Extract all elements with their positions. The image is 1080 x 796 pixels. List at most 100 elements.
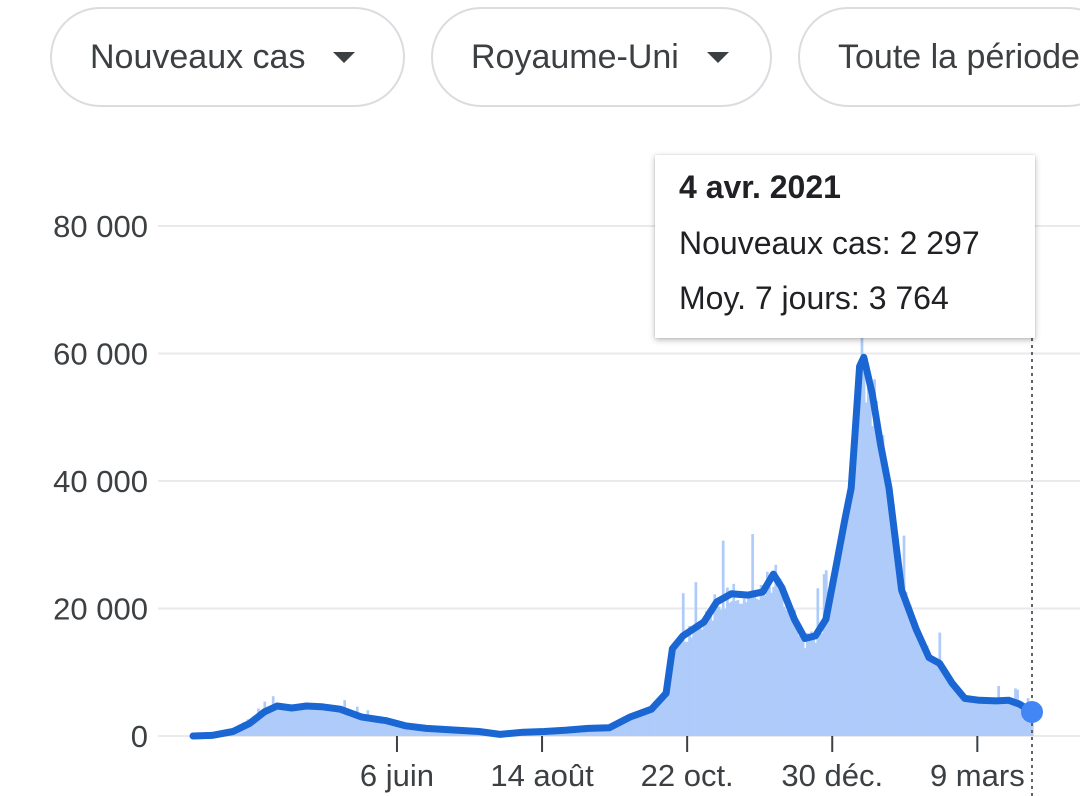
region-filter-chip[interactable]: Royaume-Uni	[431, 7, 772, 107]
daily-bar	[1005, 703, 1009, 736]
daily-bar	[969, 701, 973, 736]
daily-bar	[925, 645, 929, 736]
daily-bar	[990, 698, 994, 736]
period-filter-chip[interactable]: Toute la période	[798, 7, 1080, 107]
daily-bar	[1003, 702, 1007, 736]
daily-bar	[337, 708, 340, 736]
daily-bar	[936, 665, 940, 736]
x-tick-label: 22 oct.	[641, 758, 734, 793]
daily-bar	[391, 722, 395, 736]
daily-bar	[957, 693, 961, 736]
daily-bar	[896, 570, 900, 736]
daily-bar	[393, 723, 397, 736]
daily-cases-bars	[194, 332, 1034, 736]
daily-bar	[871, 425, 874, 736]
daily-bar	[328, 707, 332, 736]
daily-bar	[618, 722, 622, 736]
daily-bar	[423, 728, 426, 736]
daily-bar	[641, 711, 645, 736]
y-tick-label: 20 000	[53, 592, 148, 627]
tooltip-date: 4 avr. 2021	[679, 169, 841, 205]
daily-bar	[282, 709, 286, 736]
daily-bar	[616, 724, 620, 736]
daily-bar	[650, 709, 654, 736]
daily-bar	[614, 723, 618, 736]
daily-bar	[240, 726, 244, 736]
daily-bar	[1014, 688, 1017, 736]
daily-bar	[688, 625, 691, 736]
daily-bar	[942, 671, 946, 736]
region-filter-label: Royaume-Uni	[471, 37, 679, 76]
y-axis-labels: 0 20 000 40 000 60 000 80 000	[53, 209, 148, 754]
daily-bar	[892, 504, 895, 736]
daily-bar	[637, 713, 641, 736]
daily-bar	[387, 720, 391, 736]
daily-bar	[288, 706, 292, 736]
y-tick-label: 40 000	[53, 464, 148, 499]
x-tick-label: 6 juin	[360, 758, 434, 793]
average-line	[189, 353, 1036, 740]
daily-bar	[311, 705, 315, 736]
daily-bar	[646, 711, 649, 736]
hover-tooltip: 4 avr. 2021 Nouveaux cas: 2 297 Moy. 7 j…	[655, 155, 1035, 338]
daily-bar	[984, 697, 988, 736]
daily-bar	[768, 586, 771, 736]
y-tick-label: 80 000	[53, 209, 148, 244]
daily-bar	[267, 711, 271, 736]
daily-bar	[747, 595, 750, 736]
daily-bar	[252, 718, 256, 736]
hover-point-marker	[1021, 701, 1043, 724]
daily-bar	[435, 729, 439, 736]
daily-bar	[395, 723, 399, 736]
daily-bar	[848, 488, 851, 736]
daily-bar	[776, 588, 780, 736]
daily-bar	[383, 720, 387, 736]
daily-bar	[1016, 689, 1019, 736]
daily-bar	[749, 595, 752, 736]
daily-bar	[265, 709, 269, 736]
daily-bar	[801, 636, 805, 736]
daily-bar	[385, 721, 389, 736]
daily-bar	[702, 616, 706, 736]
daily-bar	[791, 611, 794, 736]
daily-bar	[381, 720, 384, 736]
daily-bar	[604, 728, 607, 736]
daily-bar	[318, 706, 321, 736]
daily-bar	[772, 586, 776, 736]
daily-bar	[665, 694, 668, 736]
daily-bar	[742, 598, 746, 736]
daily-bar	[818, 623, 822, 736]
daily-bar	[631, 717, 635, 736]
daily-bar	[404, 725, 408, 736]
daily-bar	[349, 714, 353, 736]
daily-bar	[856, 428, 860, 736]
daily-bar	[271, 696, 275, 736]
daily-bar	[833, 578, 836, 736]
daily-bar	[370, 719, 374, 736]
daily-bar	[320, 707, 323, 736]
daily-bar	[829, 588, 832, 736]
daily-bar	[662, 694, 666, 736]
daily-bar	[290, 710, 294, 736]
daily-bar	[576, 729, 580, 736]
daily-bar	[309, 707, 313, 736]
daily-bar	[879, 435, 883, 736]
daily-bar	[906, 607, 910, 736]
daily-bar	[656, 703, 660, 736]
daily-bar	[976, 701, 979, 736]
daily-bar	[814, 642, 818, 736]
metric-filter-chip[interactable]: Nouveaux cas	[50, 7, 405, 107]
daily-bar	[681, 593, 685, 736]
daily-bar	[864, 402, 868, 736]
daily-bar	[820, 633, 824, 736]
daily-bar	[324, 709, 328, 736]
daily-bar	[810, 631, 813, 736]
daily-bar	[269, 711, 273, 736]
daily-bar	[915, 625, 918, 736]
daily-bar	[932, 657, 935, 736]
daily-bar	[921, 638, 925, 736]
daily-bar	[248, 722, 252, 736]
daily-bar	[374, 720, 378, 736]
daily-bar	[753, 593, 757, 736]
